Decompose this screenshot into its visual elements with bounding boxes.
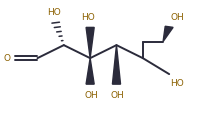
Polygon shape xyxy=(86,58,94,84)
Text: OH: OH xyxy=(111,91,124,100)
Text: HO: HO xyxy=(170,79,184,88)
Polygon shape xyxy=(163,26,173,42)
Text: OH: OH xyxy=(170,13,184,22)
Text: HO: HO xyxy=(81,13,95,22)
Text: HO: HO xyxy=(47,8,61,17)
Polygon shape xyxy=(86,27,94,58)
Polygon shape xyxy=(112,45,121,84)
Text: OH: OH xyxy=(84,91,98,100)
Text: O: O xyxy=(3,54,10,63)
